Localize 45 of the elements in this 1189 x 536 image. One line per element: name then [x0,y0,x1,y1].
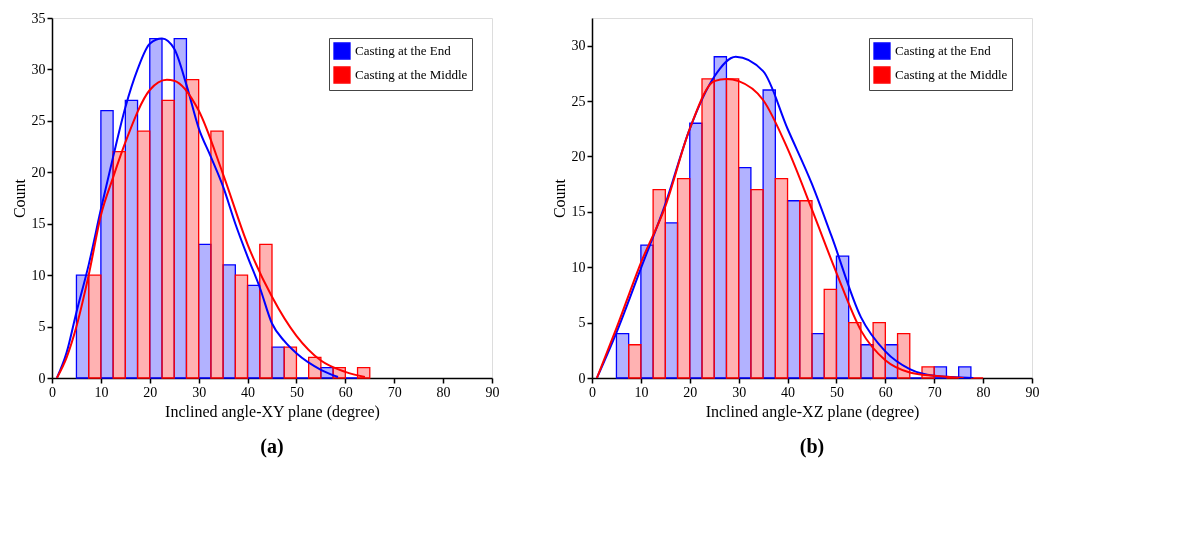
x-tick-label: 70 [387,384,402,400]
y-axis-title: Count [10,178,28,219]
x-tick-label: 30 [732,384,747,400]
x-tick-label: 30 [192,384,207,400]
y-tick-label: 15 [31,216,46,232]
x-tick-label: 50 [289,384,304,400]
x-tick-label: 20 [143,384,158,400]
x-tick-label: 90 [485,384,500,400]
legend-label: Casting at the Middle [355,67,468,82]
y-tick-label: 10 [571,259,586,275]
x-tick-label: 10 [94,384,109,400]
y-tick-label: 25 [31,113,46,129]
x-axis-title: Inclined angle-XY plane (degree) [165,402,380,421]
y-tick-label: 30 [31,61,46,77]
y-tick-label: 5 [578,315,586,331]
y-tick-label: 30 [571,38,586,54]
y-axis-title: Count [550,178,568,219]
x-tick-label: 0 [49,384,56,400]
x-tick-label: 80 [976,384,991,400]
y-tick-label: 35 [31,10,46,26]
y-tick-label: 5 [38,319,46,335]
x-tick-label: 80 [436,384,451,400]
x-tick-label: 10 [634,384,649,400]
x-tick-label: 70 [927,384,942,400]
text: (a) [260,435,284,458]
legend-label: Casting at the End [355,43,452,58]
x-axis-title: Inclined angle-XZ plane (degree) [705,402,920,421]
y-tick-label: 25 [571,93,586,109]
y-tick-label: 0 [578,370,586,386]
x-tick-label: 60 [338,384,353,400]
x-tick-label: 60 [878,384,893,400]
x-tick-label: 0 [589,384,596,400]
x-tick-label: 20 [683,384,698,400]
y-tick-label: 15 [571,204,586,220]
x-tick-label: 90 [1025,384,1040,400]
x-tick-label: 40 [241,384,256,400]
legend-label: Casting at the End [895,43,992,58]
legend-label: Casting at the Middle [895,67,1008,82]
text: (b) [799,435,825,458]
y-tick-label: 10 [31,267,46,283]
y-tick-label: 0 [38,370,46,386]
x-tick-label: 40 [781,384,796,400]
x-tick-label: 50 [829,384,844,400]
y-tick-label: 20 [571,148,586,164]
y-tick-label: 20 [31,164,46,180]
